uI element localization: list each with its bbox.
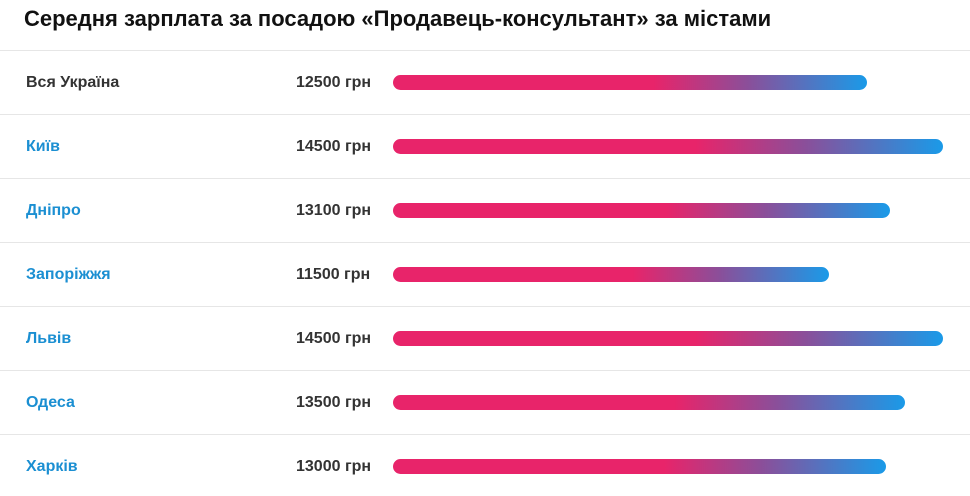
city-label: Вся Україна: [26, 74, 120, 91]
salary-bar: [393, 267, 829, 282]
salary-value: 12500 грн: [296, 74, 372, 91]
city-link[interactable]: Запоріжжя: [26, 266, 111, 283]
city-link[interactable]: Львів: [26, 330, 72, 347]
salary-bar: [393, 459, 886, 474]
salary-value: 14500 грн: [296, 138, 372, 155]
salary-list: Вся Україна 12500 грн Київ 14500 грн Дніпро 1…: [0, 50, 970, 496]
salary-row: Харків 13000 грн: [0, 434, 970, 496]
salary-row: Запоріжжя 11500 грн: [0, 242, 970, 306]
salary-value: 13500 грн: [296, 394, 372, 411]
salary-value: 13000 грн: [296, 458, 372, 475]
salary-value: 14500 грн: [296, 330, 372, 347]
salary-value: 13100 грн: [296, 202, 372, 219]
salary-bar: [393, 139, 943, 154]
salary-row: Львів 14500 грн: [0, 306, 970, 370]
salary-row: Вся Україна 12500 грн: [0, 50, 970, 114]
salary-bar: [393, 395, 905, 410]
salary-bar: [393, 203, 890, 218]
salary-row: Київ 14500 грн: [0, 114, 970, 178]
salary-value: 11500 грн: [296, 266, 371, 283]
page-title: Середня зарплата за посадою «Продавець-к…: [24, 6, 772, 31]
city-link[interactable]: Харків: [26, 458, 78, 475]
salary-bar: [393, 331, 943, 346]
city-link[interactable]: Київ: [26, 138, 60, 155]
salary-bar: [393, 75, 867, 90]
city-link[interactable]: Одеса: [26, 394, 75, 411]
salary-row: Дніпро 13100 грн: [0, 178, 970, 242]
city-link[interactable]: Дніпро: [26, 202, 81, 219]
salary-row: Одеса 13500 грн: [0, 370, 970, 434]
